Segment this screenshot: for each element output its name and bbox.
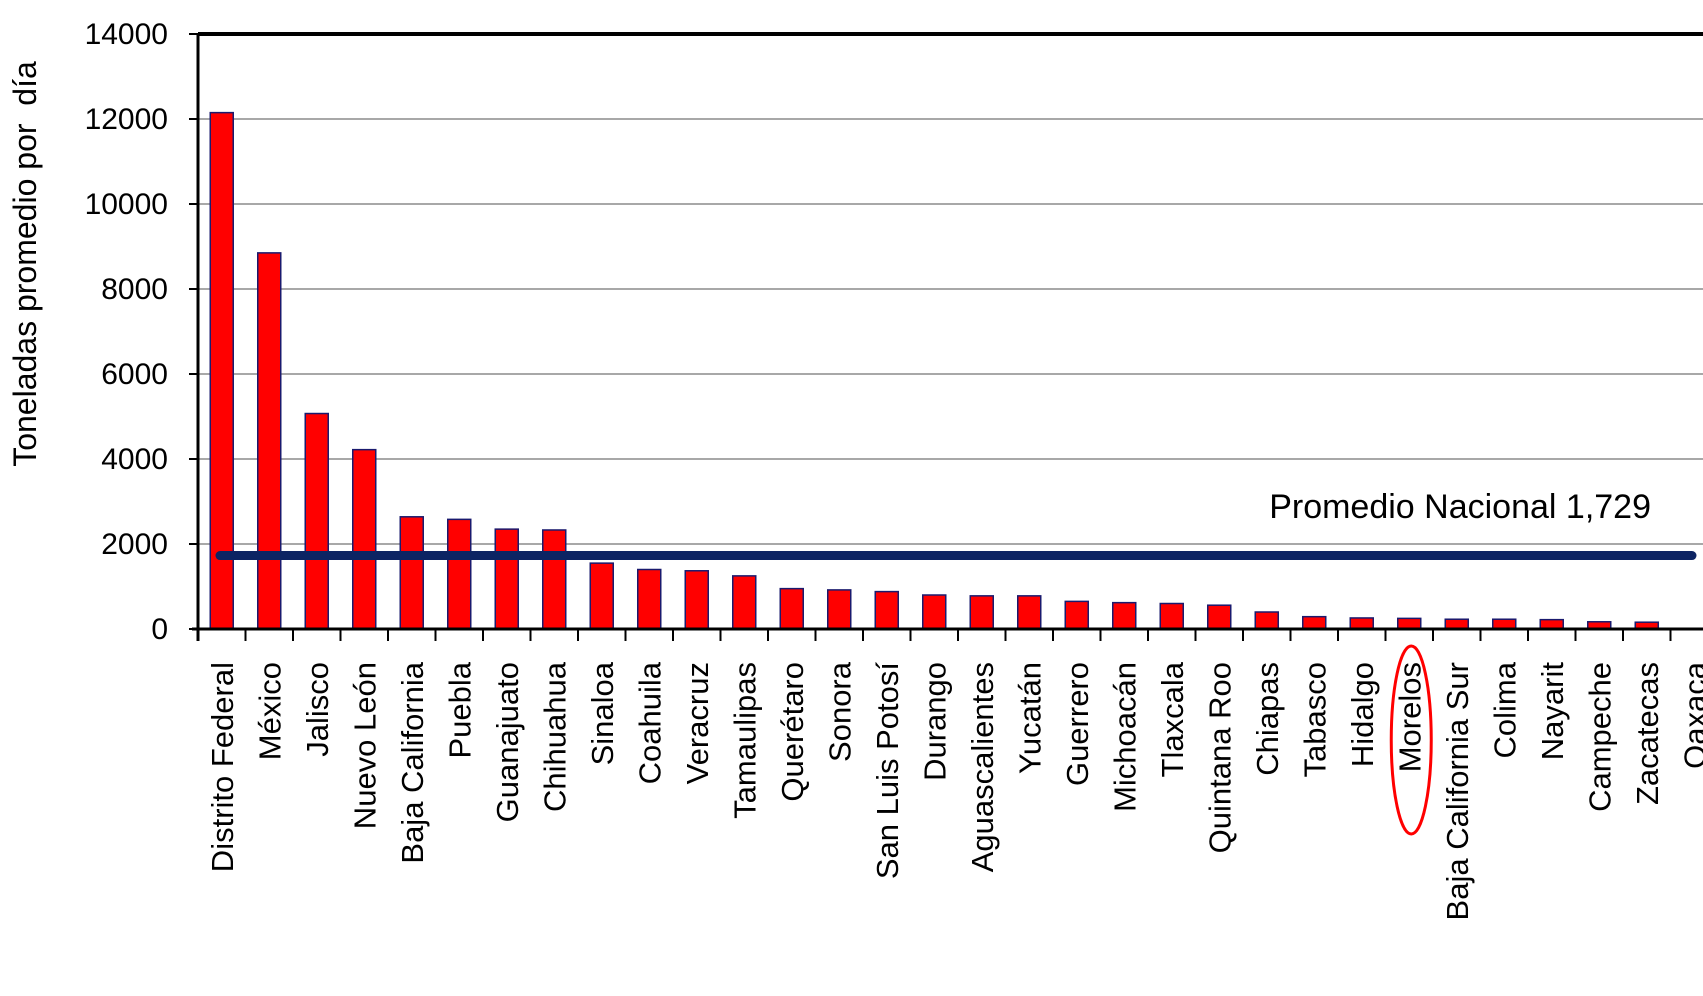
bar-hidalgo [1349,617,1374,630]
x-tick-label-baja-california-sur: Baja California Sur [1440,662,1475,920]
bar-sinaloa [589,562,614,630]
bar-quintana-roo [1207,604,1232,630]
bar-tabasco [1302,615,1327,630]
x-tick-label-tamaulipas: Tamaulipas [727,662,762,819]
bar-tlaxcala [1159,602,1184,630]
x-tick-label-aguascalientes: Aguascalientes [965,662,1000,872]
bar-guerrero [1064,600,1089,630]
bar-morelos [1397,617,1422,630]
x-tick-label-tlaxcala: Tlaxcala [1155,661,1190,777]
x-tick-label-distrito-federal: Distrito Federal [205,662,240,872]
x-tick-label-quintana-roo: Quintana Roo [1202,662,1237,853]
y-tick-label-8000: 8000 [101,273,168,306]
x-tick-label-chiapas: Chiapas [1250,662,1285,776]
bar-méxico [257,252,282,630]
y-tick-label-2000: 2000 [101,528,168,561]
x-tick-label-puebla: Puebla [442,661,477,758]
y-tick-label-4000: 4000 [101,443,168,476]
bar-tamaulipas [732,575,757,630]
y-tick-labels: 0 2000 4000 6000 8000 10000 12000 14000 [85,18,168,646]
x-tick-label-campeche: Campeche [1582,662,1617,812]
bar-veracruz [684,570,709,630]
highlight-ellipse-morelos [1389,644,1433,836]
x-tick-label-hidalgo: Hidalgo [1345,662,1380,767]
x-tick-label-nuevo-león: Nuevo León [347,662,382,829]
x-tick-label-nayarit: Nayarit [1535,662,1570,761]
x-tick-label-yucatán: Yucatán [1012,662,1047,774]
x-tick-label-durango: Durango [917,662,952,781]
y-tick-label-12000: 12000 [85,103,168,136]
bar-sonora [827,589,852,630]
x-tick-label-coahuila: Coahuila [632,661,667,784]
bar-chiapas [1254,611,1279,630]
x-tick-label-méxico: México [252,662,287,760]
x-tick-label-chihuahua: Chihuahua [537,661,572,812]
x-tick-labels: Distrito Federal México Jalisco Nuevo León B… [205,661,1703,920]
x-tick-label-san-luis-potosí: San Luis Potosí [870,662,905,880]
gridlines [198,32,1703,545]
x-tick-label-sinaloa: Sinaloa [585,661,620,765]
bar-guanajuato [494,528,519,630]
bars [209,111,1659,630]
x-tick-label-sonora: Sonora [822,661,857,762]
x-tick-label-guerrero: Guerrero [1060,662,1095,786]
bar-chihuahua [542,529,567,630]
x-tick-label-oaxaca: Oaxaca [1677,661,1703,769]
bar-coahuila [637,568,662,630]
x-tick-label-veracruz: Veracruz [680,662,715,784]
average-line-label: Promedio Nacional 1,729 [1269,488,1651,526]
bar-jalisco [304,412,329,630]
y-tick-label-14000: 14000 [85,18,168,51]
bar-aguascalientes [969,595,994,630]
x-tick-label-morelos: Morelos [1392,662,1427,772]
axes [189,33,1703,641]
x-tick-label-guanajuato: Guanajuato [490,662,525,822]
x-tick-label-colima: Colima [1487,661,1522,758]
bar-san-luis-potosí [874,590,899,630]
y-tick-label-10000: 10000 [85,188,168,221]
x-tick-label-jalisco: Jalisco [300,662,335,757]
x-tick-label-querétaro: Querétaro [775,662,810,802]
y-tick-label-6000: 6000 [101,358,168,391]
y-axis-label: Toneladas promedio por día [7,61,43,467]
bar-querétaro [779,587,804,630]
x-tick-label-baja-california: Baja California [395,661,430,863]
bar-baja-california [399,516,424,630]
bar-puebla [447,518,472,630]
x-tick-label-michoacán: Michoacán [1107,662,1142,812]
bar-yucatán [1017,595,1042,630]
bar-michoacán [1112,601,1137,630]
y-tick-label-0: 0 [151,613,168,646]
x-tick-label-zacatecas: Zacatecas [1630,662,1665,805]
bar-nuevo-león [352,448,377,630]
bar-durango [922,594,947,630]
x-tick-label-tabasco: Tabasco [1297,662,1332,777]
